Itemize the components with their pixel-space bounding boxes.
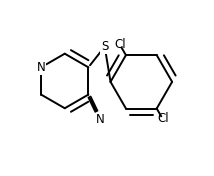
Text: N: N [37,61,46,74]
Text: Cl: Cl [157,112,168,125]
Text: S: S [101,40,108,53]
Text: N: N [96,113,105,126]
Text: Cl: Cl [114,38,126,51]
